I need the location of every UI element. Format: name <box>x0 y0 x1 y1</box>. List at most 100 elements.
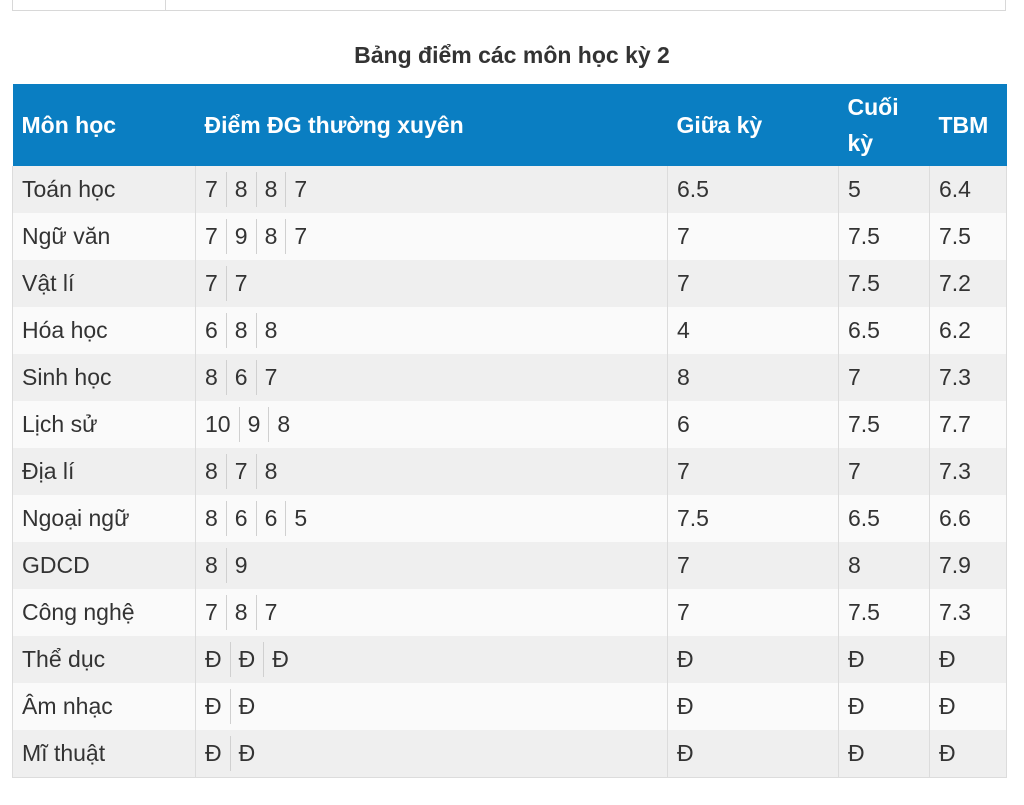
table-row: Hóa học 6 8 8 4 6.5 6.2 <box>12 307 1007 354</box>
average-cell: 7.3 <box>929 354 1007 401</box>
regular-score: 8 <box>264 458 278 484</box>
final-cell: 6.5 <box>838 495 930 542</box>
average-cell: 7.3 <box>929 589 1007 636</box>
final-cell: Đ <box>838 636 930 683</box>
midterm-cell: 6.5 <box>667 166 839 213</box>
header-subject: Môn học <box>12 84 196 166</box>
subject-cell: Lịch sử <box>12 401 196 448</box>
regular-score: 8 <box>265 172 287 207</box>
regular-score: 8 <box>277 411 291 437</box>
final-cell: Đ <box>838 683 930 730</box>
midterm-cell: 7 <box>667 589 839 636</box>
header-final-line1: Cuối <box>847 94 899 120</box>
regular-score: 8 <box>205 360 227 395</box>
table-row: GDCD 8 9 7 8 7.9 <box>12 542 1007 589</box>
previous-table-divider <box>165 0 166 10</box>
average-cell: 6.2 <box>929 307 1007 354</box>
regular-score: 9 <box>248 407 270 442</box>
table-row: Ngoại ngữ 8 6 6 5 7.5 6.5 6.6 <box>12 495 1007 542</box>
regular-score: Đ <box>272 646 289 672</box>
subject-cell: Hóa học <box>12 307 196 354</box>
final-cell: 5 <box>838 166 930 213</box>
table-row: Mĩ thuật Đ Đ Đ Đ Đ <box>12 730 1007 778</box>
average-cell: 7.2 <box>929 260 1007 307</box>
midterm-cell: Đ <box>667 730 839 778</box>
header-final-line2: kỳ <box>847 130 874 156</box>
subject-cell: Mĩ thuật <box>12 730 196 778</box>
subject-cell: Địa lí <box>12 448 196 495</box>
table-row: Ngữ văn 7 9 8 7 7 7.5 7.5 <box>12 213 1007 260</box>
final-cell: Đ <box>838 730 930 778</box>
regular-score: 6 <box>235 501 257 536</box>
table-row: Công nghệ 7 8 7 7 7.5 7.3 <box>12 589 1007 636</box>
average-cell: 7.5 <box>929 213 1007 260</box>
midterm-cell: 4 <box>667 307 839 354</box>
midterm-cell: Đ <box>667 683 839 730</box>
regular-score: 7 <box>205 266 227 301</box>
regular-score: 9 <box>234 552 248 578</box>
regular-scores-list: 10 9 8 <box>205 401 667 448</box>
subject-cell: Âm nhạc <box>12 683 196 730</box>
midterm-cell: 7 <box>667 448 839 495</box>
midterm-cell: 7 <box>667 213 839 260</box>
regular-score: 7 <box>234 270 248 296</box>
header-average: TBM <box>929 84 1007 166</box>
regular-score: 8 <box>205 548 227 583</box>
subject-cell: Thể dục <box>12 636 196 683</box>
regular-score: Đ <box>238 740 256 766</box>
midterm-cell: 7 <box>667 260 839 307</box>
regular-score: 7 <box>205 219 227 254</box>
average-cell: Đ <box>929 636 1007 683</box>
regular-score: 7 <box>294 176 308 202</box>
regular-score: 7 <box>235 454 257 489</box>
average-cell: 6.4 <box>929 166 1007 213</box>
regular-score: 10 <box>205 407 240 442</box>
header-midterm: Giữa kỳ <box>667 84 839 166</box>
table-row: Âm nhạc Đ Đ Đ Đ Đ <box>12 683 1007 730</box>
final-cell: 7.5 <box>838 401 930 448</box>
regular-score: 6 <box>205 313 227 348</box>
table-row: Địa lí 8 7 8 7 7 7.3 <box>12 448 1007 495</box>
regular-score: Đ <box>205 736 231 771</box>
subject-cell: Ngoại ngữ <box>12 495 196 542</box>
final-cell: 7 <box>838 448 930 495</box>
average-cell: 7.7 <box>929 401 1007 448</box>
regular-score: 7 <box>264 364 278 390</box>
average-cell: Đ <box>929 730 1007 778</box>
midterm-cell: 6 <box>667 401 839 448</box>
subject-cell: GDCD <box>12 542 196 589</box>
midterm-cell: 7.5 <box>667 495 839 542</box>
regular-score: 6 <box>235 360 257 395</box>
grades-table: Môn học Điểm ĐG thường xuyên Giữa kỳ Cuố… <box>12 84 1007 778</box>
header-row: Môn học Điểm ĐG thường xuyên Giữa kỳ Cuố… <box>12 84 1007 166</box>
subject-cell: Sinh học <box>12 354 196 401</box>
final-cell: 7.5 <box>838 260 930 307</box>
regular-score: 8 <box>264 317 278 343</box>
midterm-cell: 7 <box>667 542 839 589</box>
regular-score: 8 <box>205 454 227 489</box>
midterm-cell: Đ <box>667 636 839 683</box>
table-row: Vật lí 7 7 7 7.5 7.2 <box>12 260 1007 307</box>
table-row: Toán học 7 8 8 7 6.5 5 6.4 <box>12 166 1007 213</box>
average-cell: 7.3 <box>929 448 1007 495</box>
table-caption: Bảng điểm các môn học kỳ 2 <box>354 42 670 68</box>
midterm-cell: 8 <box>667 354 839 401</box>
final-cell: 6.5 <box>838 307 930 354</box>
